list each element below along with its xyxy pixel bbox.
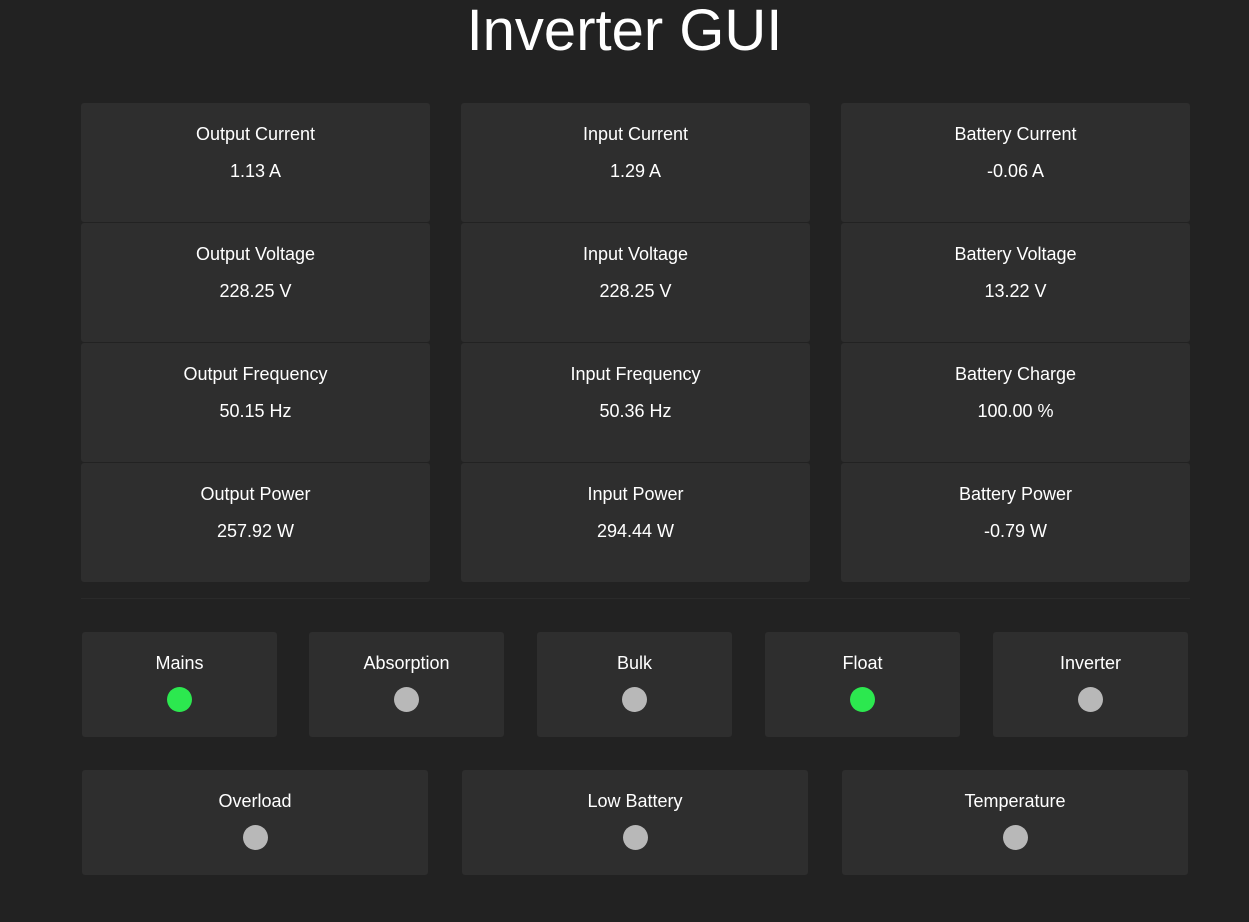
metric-card-output-frequency: Output Frequency 50.15 Hz <box>81 343 430 462</box>
metric-label: Battery Voltage <box>954 244 1077 264</box>
indicator-bulk: Bulk <box>537 632 732 737</box>
metric-card-input-power: Input Power 294.44 W <box>461 463 810 582</box>
metric-value: 228.25 V <box>219 281 292 301</box>
status-led-icon <box>167 687 192 712</box>
metric-value: 50.36 Hz <box>599 401 672 421</box>
metric-card-input-voltage: Input Voltage 228.25 V <box>461 223 810 342</box>
status-led-icon <box>1078 687 1103 712</box>
indicator-mains: Mains <box>82 632 277 737</box>
status-led-icon <box>242 825 268 850</box>
metric-label: Input Power <box>587 484 684 504</box>
indicator-label: Bulk <box>616 653 652 673</box>
indicator-label: Float <box>842 653 883 673</box>
metric-label: Output Frequency <box>183 364 328 384</box>
indicator-label: Absorption <box>363 653 450 673</box>
status-led-icon <box>1002 825 1028 850</box>
metric-value: 228.25 V <box>599 281 672 301</box>
metric-label: Output Current <box>195 124 316 144</box>
metric-value: -0.79 W <box>983 521 1048 541</box>
metric-label: Input Voltage <box>582 244 689 264</box>
metric-value: 1.13 A <box>229 161 282 181</box>
metric-value: 294.44 W <box>596 521 675 541</box>
indicator-label: Inverter <box>1059 653 1122 673</box>
metric-label: Battery Charge <box>954 364 1077 384</box>
metric-label: Output Power <box>200 484 311 504</box>
metric-label: Battery Power <box>958 484 1073 504</box>
indicator-label: Mains <box>155 653 204 673</box>
metric-card-output-voltage: Output Voltage 228.25 V <box>81 223 430 342</box>
indicator-low-battery: Low Battery <box>462 770 808 875</box>
indicator-absorption: Absorption <box>309 632 504 737</box>
status-led-icon <box>622 687 647 712</box>
indicator-temperature: Temperature <box>842 770 1188 875</box>
indicator-float: Float <box>765 632 960 737</box>
metric-label: Input Current <box>582 124 689 144</box>
metric-label: Output Voltage <box>195 244 316 264</box>
divider <box>81 598 1190 599</box>
metric-card-battery-current: Battery Current -0.06 A <box>841 103 1190 222</box>
metric-value: 1.29 A <box>609 161 662 181</box>
indicator-overload: Overload <box>82 770 428 875</box>
metric-card-battery-voltage: Battery Voltage 13.22 V <box>841 223 1190 342</box>
metric-value: 257.92 W <box>216 521 295 541</box>
indicator-label: Overload <box>218 791 292 811</box>
metric-value: 100.00 % <box>977 401 1054 421</box>
metric-card-input-frequency: Input Frequency 50.36 Hz <box>461 343 810 462</box>
metric-value: 13.22 V <box>984 281 1047 301</box>
metric-value: -0.06 A <box>986 161 1045 181</box>
status-led-icon <box>622 825 648 850</box>
metric-label: Battery Current <box>954 124 1077 144</box>
indicator-inverter: Inverter <box>993 632 1188 737</box>
indicator-label: Temperature <box>964 791 1066 811</box>
metric-card-output-power: Output Power 257.92 W <box>81 463 430 582</box>
page-title: Inverter GUI <box>466 0 783 63</box>
metric-card-battery-power: Battery Power -0.79 W <box>841 463 1190 582</box>
metric-label: Input Frequency <box>570 364 701 384</box>
status-led-icon <box>850 687 875 712</box>
indicator-label: Low Battery <box>587 791 683 811</box>
status-led-icon <box>394 687 419 712</box>
metric-card-battery-charge: Battery Charge 100.00 % <box>841 343 1190 462</box>
metric-card-input-current: Input Current 1.29 A <box>461 103 810 222</box>
metric-card-output-current: Output Current 1.13 A <box>81 103 430 222</box>
metric-value: 50.15 Hz <box>219 401 292 421</box>
